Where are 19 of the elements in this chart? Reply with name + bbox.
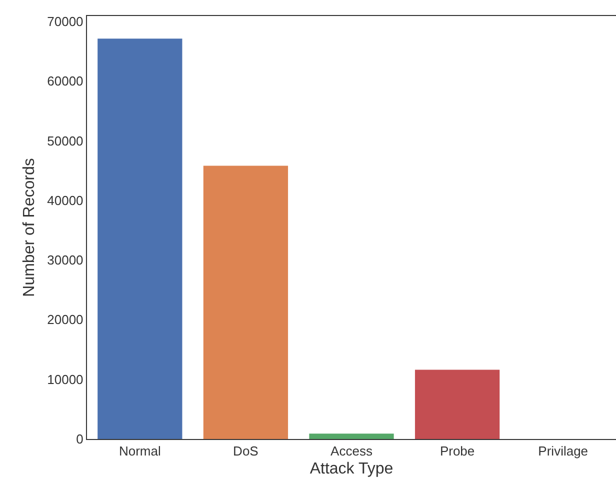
- bar: [98, 38, 182, 439]
- y-axis-title: Number of Records: [21, 158, 38, 297]
- bar: [203, 166, 288, 439]
- y-tick-label: 0: [76, 432, 84, 447]
- y-tick-label: 70000: [47, 14, 84, 29]
- bar: [309, 434, 394, 439]
- y-tick-label: 40000: [47, 192, 84, 208]
- bar: [414, 370, 500, 439]
- x-tick-label: Access: [330, 444, 373, 459]
- x-tick-label: Privilage: [538, 444, 588, 459]
- y-tick-label: 60000: [47, 74, 84, 89]
- x-tick-label: Probe: [440, 444, 475, 459]
- x-axis-title: Attack Type: [310, 460, 394, 478]
- y-tick-label: 10000: [47, 372, 84, 387]
- y-tick-label: 50000: [47, 133, 84, 148]
- y-tick-label: 30000: [47, 252, 84, 268]
- y-tick-label: 20000: [47, 312, 84, 328]
- x-tick-label: DoS: [233, 444, 259, 459]
- x-tick-label: Normal: [118, 444, 161, 459]
